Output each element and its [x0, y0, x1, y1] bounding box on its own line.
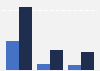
Bar: [50, 50, 63, 70]
Bar: [37, 64, 50, 70]
Bar: [19, 7, 32, 70]
Bar: [68, 65, 81, 70]
Bar: [6, 41, 19, 70]
Bar: [81, 52, 94, 70]
